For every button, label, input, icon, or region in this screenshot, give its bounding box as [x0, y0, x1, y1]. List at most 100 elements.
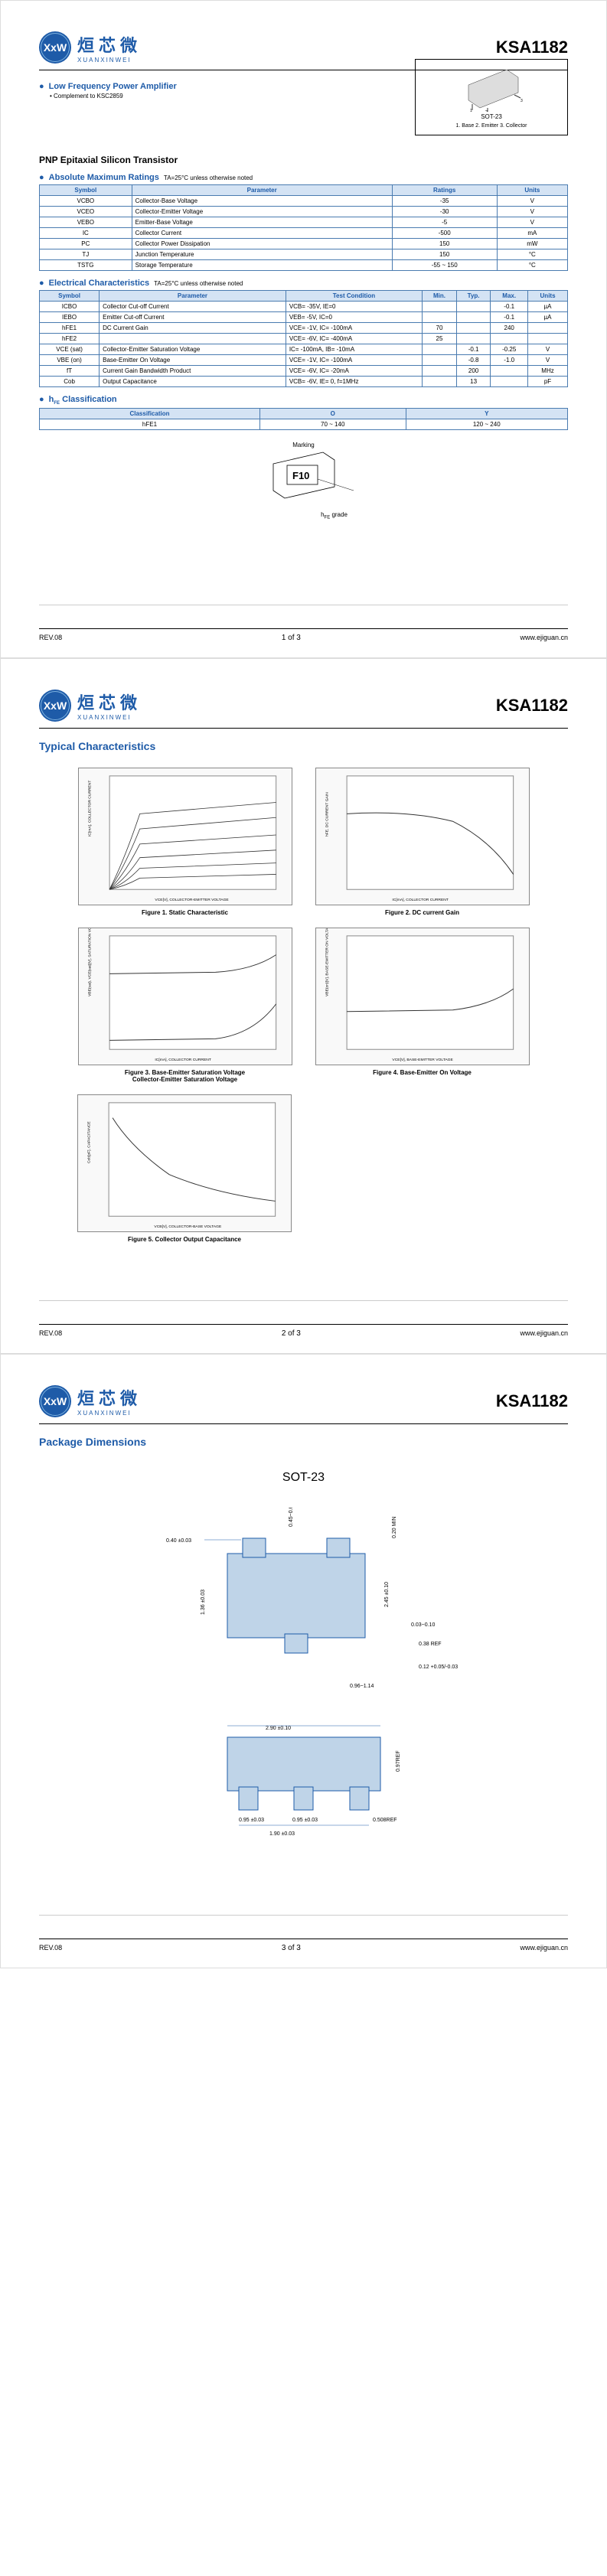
table-cell: VCE (sat)	[40, 344, 100, 355]
table-cell: -0.1	[491, 312, 528, 323]
table-cell: µA	[528, 302, 568, 312]
part-number: KSA1182	[496, 696, 568, 716]
logo-english: XUANXINWEI	[77, 1410, 142, 1417]
table-cell: V	[528, 355, 568, 366]
table-cell: VCE= -1V, IC= -100mA	[286, 355, 422, 366]
table-cell: °C	[497, 249, 567, 260]
table-row: hFE2VCE= -6V, IC= -400mA25	[40, 334, 568, 344]
svg-text:0.20 MIN: 0.20 MIN	[392, 1516, 397, 1537]
table-cell: V	[497, 196, 567, 207]
table-cell	[491, 334, 528, 344]
table-row: hFE170 ~ 140120 ~ 240	[40, 419, 568, 430]
table-cell: -500	[392, 228, 497, 239]
table-cell: Collector Cut-off Current	[100, 302, 286, 312]
marking-code-text: F10	[292, 470, 309, 481]
svg-text:IC[mA], COLLECTOR CURRENT: IC[mA], COLLECTOR CURRENT	[392, 898, 448, 902]
table-row: ICCollector Current-500mA	[40, 228, 568, 239]
logo-icon: XxW	[39, 31, 71, 64]
table-cell: 70 ~ 140	[259, 419, 406, 430]
chart5-svg: Cob[pF], CAPACITANCE VCB[V], COLLECTOR-B…	[78, 1095, 291, 1231]
hfe-grade-label: hFE grade	[100, 511, 568, 520]
table-cell: -0.8	[456, 355, 490, 366]
table-row: TJJunction Temperature150°C	[40, 249, 568, 260]
table-cell: -0.1	[456, 344, 490, 355]
table-cell: DC Current Gain	[100, 323, 286, 334]
table-cell: -1.0	[491, 355, 528, 366]
marking-label: Marking	[39, 442, 568, 448]
table-row: VCEOCollector-Emitter Voltage-30V	[40, 207, 568, 217]
logo-chinese: 烜芯微	[77, 1385, 142, 1410]
svg-text:1.90 ±0.03: 1.90 ±0.03	[269, 1831, 295, 1837]
table-cell: VEB= -5V, IC=0	[286, 312, 422, 323]
table-cell: Collector Current	[132, 228, 392, 239]
table-header: Symbol	[40, 185, 132, 196]
table-cell: 200	[456, 366, 490, 377]
logo-english: XUANXINWEI	[77, 57, 142, 64]
table-cell: Collector-Emitter Saturation Voltage	[100, 344, 286, 355]
table-cell	[456, 302, 490, 312]
table-cell	[528, 323, 568, 334]
table-cell: 150	[392, 239, 497, 249]
table-header: Symbol	[40, 291, 100, 302]
table-cell	[456, 323, 490, 334]
package-dimensions-title: Package Dimensions	[39, 1436, 568, 1448]
table-header: Parameter	[100, 291, 286, 302]
svg-text:2.90 ±0.10: 2.90 ±0.10	[266, 1726, 291, 1731]
package-dimension-svg: 0.40 ±0.03 0.45~0.60 0.20 MIN 1.36 ±0.03…	[113, 1508, 495, 1852]
table-cell: 240	[491, 323, 528, 334]
table-cell: 13	[456, 377, 490, 387]
logo-group: XxW 烜芯微 XUANXINWEI	[39, 1385, 142, 1417]
table-cell	[423, 312, 457, 323]
logo-chinese: 烜芯微	[77, 690, 142, 714]
bullet-icon: ●	[39, 395, 44, 404]
svg-text:2: 2	[485, 110, 488, 112]
features-block: ● Low Frequency Power Amplifier • Comple…	[39, 82, 383, 99]
table-cell: ICBO	[40, 302, 100, 312]
transistor-type-title: PNP Epitaxial Silicon Transistor	[39, 155, 568, 165]
feature-line: ● Low Frequency Power Amplifier	[39, 82, 383, 91]
table-cell: hFE1	[40, 419, 260, 430]
rev-label: REV.08	[39, 1329, 62, 1337]
sot23-icon: 1 2 3	[453, 66, 530, 112]
chart-1: IC[mA], COLLECTOR CURRENT VCE[V], COLLEC…	[78, 768, 292, 916]
chart-2: hFE, DC CURRENT GAIN IC[mA], COLLECTOR C…	[315, 768, 530, 916]
pinout-text: 1. Base 2. Emitter 3. Collector	[422, 123, 561, 129]
table-cell: 70	[423, 323, 457, 334]
website: www.ejiguan.cn	[520, 634, 568, 641]
table-cell: -35	[392, 196, 497, 207]
table-cell: TSTG	[40, 260, 132, 271]
table-cell	[491, 377, 528, 387]
svg-text:0.40 ±0.03: 0.40 ±0.03	[166, 1538, 191, 1544]
table-cell: IC= -100mA, IB= -10mA	[286, 344, 422, 355]
table-header: Typ.	[456, 291, 490, 302]
table-row: VCBOCollector-Base Voltage-35V	[40, 196, 568, 207]
charts-row-2: VBE(sat), VCE(sat)[V], SATURATION VOLTAG…	[39, 928, 568, 1083]
table-cell: 120 ~ 240	[406, 419, 568, 430]
svg-text:VCB[V], COLLECTOR-BASE VOLTAGE: VCB[V], COLLECTOR-BASE VOLTAGE	[154, 1224, 222, 1229]
table-cell: mA	[497, 228, 567, 239]
marking-diagram: Marking F10 hFE grade	[39, 442, 568, 520]
bullet-icon: ●	[39, 279, 44, 288]
feature-text: Low Frequency Power Amplifier	[49, 82, 177, 91]
table-header: Units	[497, 185, 567, 196]
logo-group: XxW 烜芯微 XUANXINWEI	[39, 690, 142, 722]
svg-text:IC[mA], COLLECTOR CURRENT: IC[mA], COLLECTOR CURRENT	[87, 780, 92, 836]
chart-5: Cob[pF], CAPACITANCE VCB[V], COLLECTOR-B…	[77, 1094, 292, 1243]
table-cell	[423, 344, 457, 355]
table-cell: °C	[497, 260, 567, 271]
absmax-heading: Absolute Maximum Ratings	[49, 173, 159, 182]
table-cell: V	[528, 344, 568, 355]
table-cell: mW	[497, 239, 567, 249]
hfe-table: ClassificationOY hFE170 ~ 140120 ~ 240	[39, 408, 568, 430]
table-cell: Storage Temperature	[132, 260, 392, 271]
table-cell: MHz	[528, 366, 568, 377]
logo-text: 烜芯微 XUANXINWEI	[77, 1385, 142, 1417]
svg-text:0.97REF: 0.97REF	[396, 1750, 401, 1772]
table-cell: fT	[40, 366, 100, 377]
table-row: CobOutput CapacitanceVCB= -6V, IE= 0, f=…	[40, 377, 568, 387]
chart1-caption: Figure 1. Static Characteristic	[78, 909, 292, 916]
chart2-caption: Figure 2. DC current Gain	[315, 909, 530, 916]
chart-3: VBE(sat), VCE(sat)[V], SATURATION VOLTAG…	[78, 928, 292, 1083]
table-cell: Collector Power Dissipation	[132, 239, 392, 249]
page-number: 3 of 3	[62, 1944, 520, 1952]
